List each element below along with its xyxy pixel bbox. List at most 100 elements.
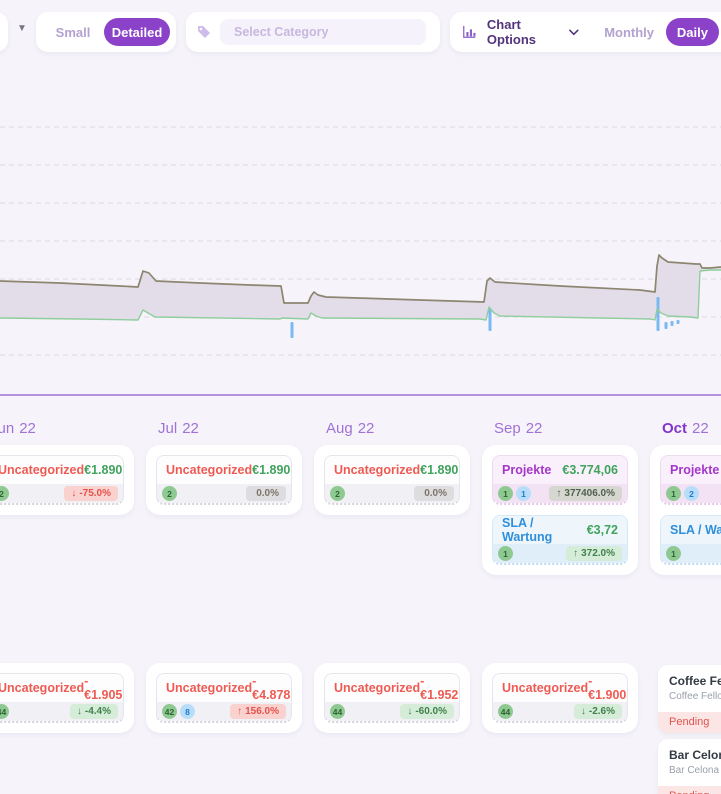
pct-badge: 0.0%: [246, 486, 286, 501]
expense-group: Uncategorized -€1.952,26 44 ↓ -60.0%: [314, 663, 470, 733]
count-badge: 2: [684, 486, 699, 501]
pct-badge: ↓ -75.0%: [64, 486, 118, 501]
month-column-sep: Sep 22 Projekte €3.774,06 1 1 ↑: [482, 412, 638, 794]
clipped-left-control[interactable]: [0, 12, 8, 52]
month-label: Sep 22: [494, 420, 543, 437]
chart-options-label: Chart Options: [486, 17, 537, 47]
category-name: Uncategorized: [0, 681, 85, 695]
transaction-title: Bar Celona: [669, 748, 721, 762]
category-name: Uncategorized: [502, 681, 589, 695]
arrow-up-icon: ↑: [556, 488, 562, 499]
arrow-up-icon: ↑: [237, 706, 243, 717]
category-value: -€1.900,65: [588, 674, 627, 702]
count-badge: 44: [0, 704, 9, 719]
status-badge: Pending: [658, 712, 721, 733]
count-badge: 2: [0, 486, 9, 501]
count-badge: 8: [180, 704, 195, 719]
arrow-down-icon: ↓: [580, 706, 586, 717]
chevron-down-icon[interactable]: ▼: [17, 23, 27, 34]
pct-badge: ↑ 372.0%: [566, 546, 622, 561]
category-select-input[interactable]: [220, 19, 426, 45]
transaction-card[interactable]: Bar Celona Bar Celona Pending: [658, 739, 721, 794]
category-card[interactable]: Uncategorized -€4.878,35 42 8 ↑ 156.0%: [156, 673, 292, 723]
count-badge: 1: [666, 546, 681, 561]
income-group: Projekte €3.774,06 1 1 ↑ 377406.0%: [482, 445, 638, 575]
pct-badge: ↑ 377406.0%: [549, 486, 622, 501]
arrow-down-icon: ↓: [71, 488, 77, 499]
chart-options-dropdown[interactable]: Chart Options: [462, 17, 579, 47]
chevron-down-icon: [569, 29, 579, 35]
pct-badge: 0.0%: [414, 486, 454, 501]
category-card[interactable]: Projekte €3.774,06 1 1 ↑ 377406.0%: [492, 455, 628, 505]
count-badge: 2: [162, 486, 177, 501]
category-name: Uncategorized: [334, 681, 421, 695]
category-card[interactable]: Projekte 1 2: [660, 455, 721, 505]
month-column-jun: Jun22 Uncategorized €1.890,75 2 ↓ -75.0: [0, 412, 134, 794]
bar-chart-icon: [463, 25, 476, 38]
transaction-subtitle: Bar Celona: [669, 765, 720, 776]
category-card[interactable]: Uncategorized -€1.905,54 44 ↓ -4.4%: [0, 673, 124, 723]
category-card[interactable]: SLA / Wartung €3,72 1 ↑ 372.0%: [492, 515, 628, 565]
size-option-small[interactable]: Small: [55, 24, 91, 40]
chart-area[interactable]: [0, 0, 721, 395]
category-card[interactable]: Uncategorized €1.890,75 2 ↓ -75.0%: [0, 455, 124, 505]
category-name: Projekte: [670, 463, 720, 477]
arrow-up-icon: ↑: [573, 548, 579, 559]
category-card[interactable]: Uncategorized €1.890,75 2 0.0%: [156, 455, 292, 505]
chart-months-divider: [0, 394, 721, 396]
category-name: Uncategorized: [0, 463, 85, 477]
month-label: Aug 22: [326, 420, 375, 437]
count-badge: 1: [516, 486, 531, 501]
income-group: Projekte 1 2 SLA /: [650, 445, 721, 575]
months-row: Jun22 Uncategorized €1.890,75 2 ↓ -75.0: [0, 412, 721, 794]
count-badge: 44: [330, 704, 345, 719]
category-value: -€1.905,54: [84, 674, 123, 702]
status-badge: Pending: [658, 786, 721, 794]
pct-badge: ↓ -60.0%: [400, 704, 454, 719]
category-name: Uncategorized: [166, 681, 253, 695]
category-value: €3.774,06: [562, 463, 618, 477]
count-badge: 2: [330, 486, 345, 501]
month-column-oct: Oct 22 Projekte 1 2: [650, 412, 721, 794]
category-name: Uncategorized: [166, 463, 253, 477]
category-card[interactable]: Uncategorized -€1.952,26 44 ↓ -60.0%: [324, 673, 460, 723]
category-name: Uncategorized: [334, 463, 421, 477]
period-option-monthly[interactable]: Monthly: [604, 24, 655, 40]
cashflow-area-chart: [0, 126, 721, 356]
count-badge: 42: [162, 704, 177, 719]
size-option-detailed[interactable]: Detailed: [104, 18, 170, 46]
transaction-title: Coffee Fello: [669, 674, 721, 688]
count-badge: 1: [498, 546, 513, 561]
category-value: €1.890,75: [252, 463, 291, 477]
category-value: -€4.878,35: [252, 674, 291, 702]
month-label: Jun22: [0, 420, 36, 437]
category-name: SLA / Wartung: [670, 523, 721, 537]
category-value: -€1.952,26: [420, 674, 459, 702]
arrow-down-icon: ↓: [76, 706, 82, 717]
count-badge: 1: [666, 486, 681, 501]
period-option-daily[interactable]: Daily: [665, 18, 720, 46]
tag-icon: [198, 26, 210, 38]
category-card[interactable]: Uncategorized €1.890,75 2 0.0%: [324, 455, 460, 505]
income-group: Uncategorized €1.890,75 2 0.0%: [314, 445, 470, 515]
month-label: Jul 22: [158, 420, 199, 437]
arrow-down-icon: ↓: [407, 706, 413, 717]
count-badge: 1: [498, 486, 513, 501]
transaction-card[interactable]: Coffee Fello Coffee Fellow Pending: [658, 665, 721, 733]
transaction-subtitle: Coffee Fellow: [669, 691, 721, 702]
category-value: €3,72: [586, 523, 618, 537]
expense-group: Uncategorized -€4.878,35 42 8 ↑ 156.0%: [146, 663, 302, 733]
chart-controls: Chart Options Monthly Daily Inc: [450, 12, 721, 52]
category-filter: [186, 12, 440, 52]
income-group: Uncategorized €1.890,75 2 ↓ -75.0%: [0, 445, 134, 515]
category-value: €1.890,75: [84, 463, 123, 477]
pct-badge: ↓ -2.6%: [573, 704, 622, 719]
income-group: Uncategorized €1.890,75 2 0.0%: [146, 445, 302, 515]
category-value: €1.890,75: [420, 463, 459, 477]
category-card[interactable]: SLA / Wartung 1: [660, 515, 721, 565]
category-name: Projekte: [502, 463, 552, 477]
category-card[interactable]: Uncategorized -€1.900,65 44 ↓ -2.6%: [492, 673, 628, 723]
size-toggle-group: Small Detailed: [36, 12, 176, 52]
